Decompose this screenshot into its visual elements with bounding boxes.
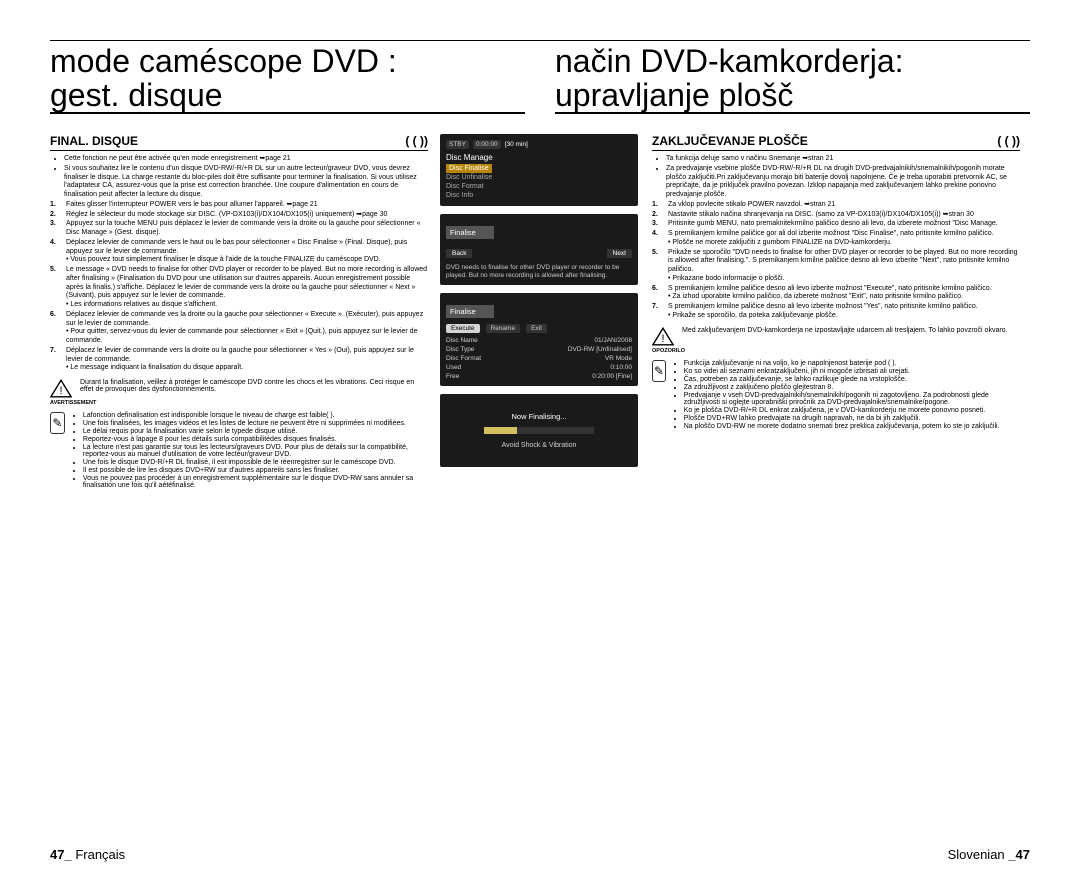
- screen3-title: Finalise: [446, 305, 494, 318]
- step-sl-5: Prikaže se sporočilo "DVD needs to final…: [652, 249, 1020, 284]
- r3v: 0:10:00: [610, 364, 632, 371]
- step-fr-7: Déplacez le levier de commande vers la d…: [50, 347, 428, 373]
- screen-detail: Finalise Execute Rename Exit Disc Name 01…: [440, 293, 638, 386]
- subhead-sl-right: ( ( )): [997, 134, 1020, 148]
- screen2-title: Finalise: [446, 226, 494, 239]
- note-fr-2: Le délai requis pour la finalisation var…: [83, 428, 428, 435]
- r4k: Free: [446, 373, 459, 380]
- step-fr-5: Le message « DVD needs to finalise for o…: [50, 266, 428, 310]
- progress-bar: [484, 427, 594, 434]
- step-fr-6: Déplacez lelevier de commande ves la dro…: [50, 311, 428, 346]
- step-sl-4: S premikanjem krmilne paličice gor ali d…: [652, 230, 1020, 248]
- note-fr-0: Lafonction definalisation est indisponib…: [83, 412, 428, 419]
- progress-msg: Now Finalising...: [446, 412, 632, 421]
- menu-item-format[interactable]: Disc Format: [446, 182, 632, 191]
- r0k: Disc Name: [446, 337, 478, 344]
- subhead-fr: FINAL. DISQUE: [50, 134, 138, 148]
- page-num-left: 47_: [50, 847, 72, 862]
- title-fr-2: gest. disque: [50, 79, 525, 115]
- warn-text-fr: Durant la finalisation, veillez à protég…: [80, 379, 428, 406]
- warn-label-sl: OPOZORILO: [652, 348, 676, 354]
- r2v: VR Mode: [605, 355, 632, 362]
- step-fr-3: Appuyez sur la touche MENU puis déplacez…: [50, 220, 428, 238]
- intro-sl-0: Ta funkcija deluje samo v načinu Snemanj…: [666, 155, 1020, 164]
- title-sl-2: upravljanje plošč: [555, 79, 1030, 115]
- note-fr-1: Une fois finalisées, les images vidéos e…: [83, 420, 428, 427]
- page-num-right: _47: [1008, 847, 1030, 862]
- note-sl-6: Plošče DVD+RW lahko predvajate na drugih…: [684, 415, 1020, 422]
- menu-title: Disc Manage: [446, 153, 632, 162]
- svg-text:!: !: [661, 333, 664, 345]
- intro-fr-1: Si vous souhaitez lire le contenu d'un d…: [64, 165, 428, 200]
- step-sl-1: Za vklop povlecite stikalo POWER navzdol…: [652, 201, 1020, 210]
- r2k: Disc Format: [446, 355, 481, 362]
- note-sl-7: Na ploščo DVD-RW ne morete dodatno snema…: [684, 423, 1020, 430]
- note-fr-4: La lecture n'est pas garantie sur tous l…: [83, 444, 428, 458]
- svg-text:!: !: [59, 385, 62, 397]
- r0v: 01/JAN/2008: [594, 337, 632, 344]
- step-fr-1: Faites glisser l'interrupteur POWER vers…: [50, 201, 428, 210]
- back-button[interactable]: Back: [446, 249, 472, 258]
- step-sl-6: S premikanjem krmilne paličice desno ali…: [652, 285, 1020, 303]
- screen-confirm: Finalise Back Next DVD needs to finalise…: [440, 214, 638, 285]
- step-sl-7: S premikanjem krmilne paličice desno ali…: [652, 303, 1020, 321]
- warning-icon: !: [50, 379, 72, 398]
- note-fr-6: Il est possible de lire les disques DVD+…: [83, 467, 428, 474]
- menu-item-info[interactable]: Disc Info: [446, 191, 632, 200]
- execute-button[interactable]: Execute: [446, 324, 480, 333]
- r4v: 0:20:00 [Fine]: [592, 373, 632, 380]
- progress-warning: Avoid Shock & Vibration: [446, 442, 632, 449]
- note-sl-3: Za združljivost z zaključeno ploščo glej…: [684, 384, 1020, 391]
- warn-text-sl: Med zaključevanjem DVD-kamkorderja ne iz…: [682, 327, 1008, 354]
- note-icon: ✎: [50, 412, 65, 434]
- menu-item-finalise[interactable]: Disc Finalise: [446, 164, 492, 173]
- note-fr-5: Une fois le disque DVD-R/+R DL finalisé,…: [83, 459, 428, 466]
- note-fr-3: Reportez-vous à lapage 8 pour les détail…: [83, 436, 428, 443]
- r1k: Disc Type: [446, 346, 474, 353]
- screen-menu: STBY 0:00:00 [30 min] Disc Manage Disc F…: [440, 134, 638, 206]
- note-sl-0: Funkcija zaključevanje ni na voljo, ko j…: [684, 360, 1020, 367]
- lang-sl: Slovenian: [948, 847, 1005, 862]
- next-button[interactable]: Next: [607, 249, 632, 258]
- exit-button[interactable]: Exit: [526, 324, 547, 333]
- r1v: DVD-RW [Unfinalised]: [568, 346, 632, 353]
- note-sl-1: Ko so videi ali seznami enkratzaključeni…: [684, 368, 1020, 375]
- step-fr-2: Réglez le sélecteur du mode stockage sur…: [50, 211, 428, 220]
- note-sl-5: Ko je plošča DVD-R/+R DL enkrat zaključe…: [684, 407, 1020, 414]
- note-icon: ✎: [652, 360, 666, 382]
- step-fr-4: Déplacez lelevier de commande vers le ha…: [50, 239, 428, 265]
- subhead-fr-right: ( ( )): [405, 134, 428, 148]
- note-sl-4: Predvajanje v vseh DVD-predvajalnikih/sn…: [684, 392, 1020, 406]
- step-sl-2: Nastavite stikalo načina shranjevanja na…: [652, 211, 1020, 220]
- stby-chip: STBY: [446, 140, 469, 149]
- note-sl-2: Čas, potreben za zaključevanje, se lahko…: [684, 376, 1020, 383]
- warn-label-fr: AVERTISSEMENT: [50, 400, 74, 406]
- time-chip: 0:00:00: [473, 140, 501, 149]
- intro-sl-1: Za predvajanje vsebine plošče DVD-RW/-R/…: [666, 165, 1020, 200]
- subhead-sl: ZAKLJUČEVANJE PLOŠČE: [652, 134, 808, 148]
- title-sl-1: način DVD-kamkorderja:: [555, 43, 904, 79]
- rename-button[interactable]: Rename: [486, 324, 521, 333]
- screen-progress: Now Finalising... Avoid Shock & Vibratio…: [440, 394, 638, 467]
- note-fr-7: Vous ne pouvez pas procéder à un enregis…: [83, 475, 428, 489]
- lang-fr: Français: [75, 847, 125, 862]
- r3k: Used: [446, 364, 461, 371]
- title-fr-1: mode caméscope DVD :: [50, 43, 397, 79]
- warning-icon: !: [652, 327, 674, 346]
- step-sl-3: Pritisnite gumb MENU, nato premaknitekrm…: [652, 220, 1020, 229]
- screen2-caption: DVD needs to finalise for other DVD play…: [446, 264, 632, 279]
- remain-chip: [30 min]: [505, 141, 528, 148]
- intro-fr-0: Cette fonction ne peut être activée qu'e…: [64, 155, 428, 164]
- menu-item-unfinalise[interactable]: Disc Unfinalise: [446, 173, 632, 182]
